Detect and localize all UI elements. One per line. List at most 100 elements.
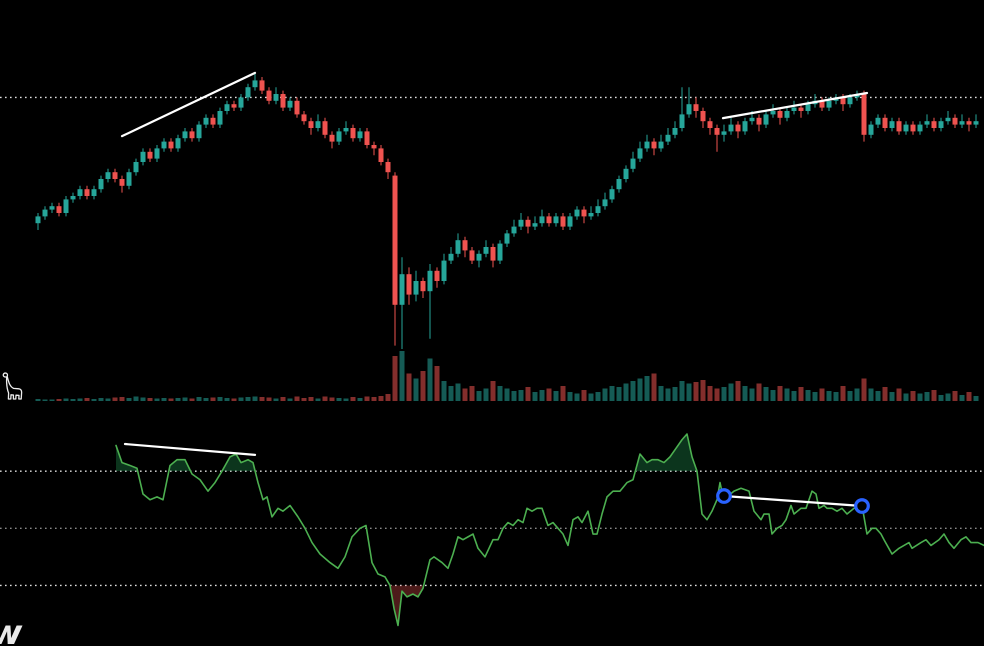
volume-bar <box>469 386 475 401</box>
volume-bar <box>329 397 335 401</box>
candle-body <box>259 80 265 91</box>
candle-body <box>252 80 258 88</box>
volume-bar <box>357 398 363 401</box>
volume-bar <box>210 397 216 401</box>
candle-body <box>700 111 706 122</box>
candle-body <box>847 97 853 105</box>
trendline[interactable] <box>721 91 869 120</box>
candle-body <box>490 247 496 261</box>
candle-body <box>707 121 713 128</box>
candle-body <box>378 148 384 162</box>
candle-body <box>77 189 83 196</box>
volume-bar <box>161 398 167 401</box>
volume-bar <box>84 398 90 401</box>
candle-body <box>119 179 125 186</box>
volume-bar <box>588 393 594 401</box>
volume-bar <box>238 397 244 401</box>
candle-body <box>616 179 622 190</box>
candle-body <box>560 216 566 227</box>
volume-bar <box>98 398 104 401</box>
volume-bar <box>413 378 419 401</box>
candle-body <box>448 253 454 261</box>
candle-body <box>840 97 846 105</box>
volume-bar <box>42 399 48 401</box>
candle-body <box>420 281 426 292</box>
candle-body <box>609 189 615 200</box>
volume-bar <box>532 392 538 401</box>
volume-bar <box>875 391 881 401</box>
volume-bar <box>112 397 118 401</box>
candle-body <box>357 131 363 139</box>
volume-bar <box>714 388 720 401</box>
candle-body <box>539 216 545 224</box>
trendline[interactable] <box>722 494 864 508</box>
volume-bar <box>175 398 181 401</box>
trendline[interactable] <box>120 71 257 138</box>
volume-bar <box>833 392 839 401</box>
volume-bar <box>756 383 762 401</box>
candle-body <box>329 134 335 142</box>
candle-body <box>280 94 286 108</box>
volume-bar <box>637 378 643 401</box>
candle-body <box>308 121 314 128</box>
candle-body <box>924 121 930 125</box>
volume-bar <box>966 392 972 401</box>
candle-body <box>175 138 181 149</box>
volume-bar <box>406 373 412 401</box>
volume-bar <box>490 381 496 401</box>
candle-body <box>931 121 937 128</box>
candle-body <box>917 124 923 132</box>
candle-body <box>182 131 188 139</box>
volume-bar <box>525 387 531 401</box>
trendline[interactable] <box>123 442 257 456</box>
volume-bar <box>721 387 727 401</box>
volume-bar <box>665 388 671 401</box>
volume-bar <box>196 397 202 401</box>
volume-bar <box>70 399 76 401</box>
candle-body <box>728 124 734 132</box>
volume-bar <box>168 398 174 401</box>
volume-bar <box>924 392 930 401</box>
candle-body <box>945 117 951 122</box>
candle-body <box>140 151 146 162</box>
candle-body <box>231 104 237 108</box>
volume-bar <box>672 387 678 401</box>
volume-bar <box>644 376 650 401</box>
trendline-handle[interactable] <box>854 498 870 514</box>
candle-body <box>581 209 587 217</box>
candle-body <box>630 158 636 169</box>
volume-bar <box>651 373 657 401</box>
volume-bar <box>728 383 734 401</box>
volume-bar <box>847 391 853 401</box>
volume-bar <box>539 390 545 401</box>
candle-body <box>196 124 202 139</box>
volume-bar <box>182 397 188 401</box>
volume-bar <box>609 386 615 401</box>
candle-body <box>406 274 412 295</box>
candle-body <box>791 107 797 111</box>
candle-body <box>462 240 468 251</box>
volume-bar <box>427 358 433 401</box>
candle-body <box>686 104 692 115</box>
candle-body <box>546 216 552 224</box>
candle-body <box>959 121 965 125</box>
volume-bar <box>686 383 692 401</box>
candle-body <box>266 90 272 101</box>
candle-body <box>56 206 62 213</box>
candle-body <box>112 172 118 179</box>
overbought-fill <box>635 434 697 472</box>
volume-bar <box>371 397 377 401</box>
candle-body <box>147 151 153 159</box>
volume-bar <box>602 388 608 401</box>
candle-body <box>826 100 832 108</box>
candle-body <box>875 117 881 125</box>
candle-body <box>84 189 90 196</box>
candle-body <box>756 117 762 125</box>
candle-body <box>399 274 405 305</box>
candle-body <box>973 121 979 125</box>
trendline-handle[interactable] <box>716 488 732 504</box>
volume-bar <box>910 391 916 401</box>
volume-bar <box>504 388 510 401</box>
candle-body <box>518 219 524 227</box>
